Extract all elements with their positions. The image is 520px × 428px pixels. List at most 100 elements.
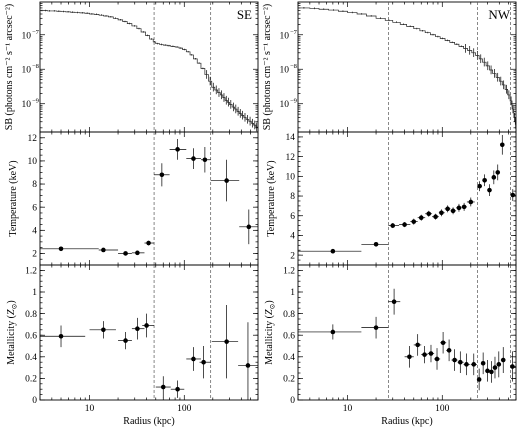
sb-tick-label: 10 [22, 31, 32, 41]
metal-point [224, 339, 229, 344]
metal-label-prefix: Metallicity ( [6, 314, 17, 364]
metal-label-z: Z [6, 309, 17, 315]
metal-point [464, 362, 469, 367]
sb-frame [297, 1, 517, 133]
x-tick-label: 100 [177, 404, 192, 414]
x-tick-label: 10 [343, 404, 353, 414]
temp-point [426, 211, 432, 217]
temp-point [439, 210, 444, 216]
temp-point [482, 177, 487, 183]
metal-point [201, 359, 206, 365]
metal-label-suffix: ) [6, 300, 17, 303]
sb-profile-line [298, 7, 516, 125]
y-tick-label: 0.2 [25, 375, 37, 385]
metal-point [135, 326, 140, 332]
y-tick-label: 0.4 [283, 353, 295, 363]
y-tick-label: 10 [286, 173, 296, 183]
y-tick-label: 0 [290, 396, 295, 406]
metal-point [144, 323, 149, 328]
temp-point [390, 223, 396, 228]
y-tick-label: 0.6 [283, 331, 295, 341]
metal-point [373, 325, 379, 330]
temp-point [477, 183, 482, 189]
metal-point [391, 299, 397, 305]
sb-tick-label: 10 [280, 31, 290, 41]
temp-point [461, 204, 467, 210]
temp-point [224, 178, 229, 183]
x-tick-label: 10 [85, 404, 95, 414]
temp-point [450, 208, 456, 214]
x-axis-label: Radius (kpc) [381, 416, 432, 427]
metal-point [496, 362, 502, 367]
sb-tick-exponent: −7 [290, 29, 298, 36]
temp-point [445, 206, 450, 212]
metal-label-sub: ⊙ [269, 303, 277, 309]
metal-point [415, 342, 420, 348]
metal-point [175, 386, 180, 392]
temp-point [456, 205, 462, 211]
metal-label-prefix: Metallicity ( [264, 314, 275, 364]
y-tick-label: 12 [28, 134, 38, 144]
temp-point [468, 199, 474, 205]
temp-point [487, 187, 492, 193]
y-tick-label: 10 [28, 157, 38, 167]
metal-point [58, 333, 64, 339]
metal-point [500, 357, 506, 363]
temp-point [373, 242, 379, 247]
x-axis-label: Radius (kpc) [123, 416, 174, 427]
metal-label-sub: ⊙ [11, 303, 19, 309]
y-tick-label: 1 [290, 288, 295, 298]
metal-point [123, 338, 128, 343]
sb-tick-label: 10 [22, 100, 32, 110]
metal-axis-label: Metallicity (Z⊙) [6, 300, 19, 365]
y-tick-label: 0.8 [283, 310, 295, 320]
metal-point [446, 348, 452, 353]
y-tick-label: 12 [286, 153, 296, 163]
temp-axis-label: Temperature (keV) [266, 160, 277, 236]
y-tick-label: 2 [32, 250, 37, 260]
sb-tick-exponent: −8 [32, 63, 39, 70]
sb-tick-exponent: −7 [32, 29, 40, 36]
temp-point [402, 222, 407, 227]
sb-tick-exponent: −8 [290, 63, 297, 70]
metal-point [440, 340, 446, 346]
temp-point [499, 142, 505, 148]
metal-point [101, 327, 106, 333]
y-tick-label: 0.2 [283, 375, 295, 385]
temp-point [191, 156, 196, 161]
y-tick-label: 2 [290, 251, 295, 261]
metal-point [428, 351, 434, 356]
metal-point [160, 384, 166, 390]
metal-point [452, 357, 457, 363]
temp-point [510, 192, 516, 198]
sb-axis-label: SB (photons cm⁻² s⁻¹ arcsec⁻²) [262, 4, 273, 130]
sb-tick-label: 10 [280, 100, 290, 110]
temp-point [175, 147, 180, 152]
metal-point [485, 368, 490, 374]
y-tick-label: 1.2 [25, 267, 37, 277]
temp-frame [297, 131, 517, 266]
sb-tick-label: 10 [280, 66, 290, 76]
y-tick-label: 8 [290, 192, 295, 202]
temp-point [202, 157, 208, 163]
metal-point [245, 363, 251, 368]
y-tick-label: 14 [286, 133, 296, 143]
metal-point [330, 329, 336, 335]
temp-point [58, 246, 64, 252]
sb-frame [39, 1, 259, 133]
y-tick-label: 0.6 [25, 331, 37, 341]
temp-axis-label: Temperature (keV) [8, 160, 19, 236]
temp-point [146, 240, 151, 246]
metal-frame [297, 264, 517, 401]
y-tick-label: 0.4 [25, 353, 37, 363]
metal-point [191, 356, 196, 362]
metal-point [407, 354, 412, 360]
metal-point [510, 364, 515, 369]
sb-tick-exponent: −9 [290, 98, 297, 105]
temp-point [491, 175, 497, 180]
temp-point [330, 248, 336, 254]
metal-point [476, 377, 482, 382]
